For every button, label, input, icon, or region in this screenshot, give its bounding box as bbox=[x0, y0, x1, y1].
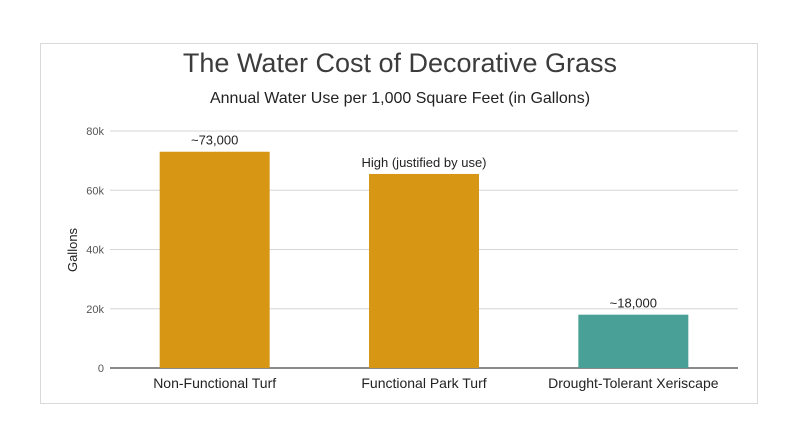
data-label: ~18,000 bbox=[610, 296, 657, 311]
y-axis-ticks: 0 20k 40k 60k 80k bbox=[86, 126, 104, 375]
bar bbox=[369, 173, 479, 368]
data-labels: ~73,000 High (justified by use) ~18,000 bbox=[191, 133, 657, 311]
x-category-label: Non-Functional Turf bbox=[153, 375, 276, 391]
y-tick-label: 40k bbox=[86, 245, 104, 257]
chart-subtitle: Annual Water Use per 1,000 Square Feet (… bbox=[209, 90, 591, 107]
bar bbox=[578, 314, 689, 368]
y-tick-label: 20k bbox=[86, 304, 104, 316]
y-tick-label: 60k bbox=[86, 185, 104, 197]
x-category-label: Drought-Tolerant Xeriscape bbox=[548, 375, 719, 391]
x-category-label: Functional Park Turf bbox=[361, 375, 486, 391]
x-axis-categories: Non-Functional Turf Functional Park Turf D… bbox=[153, 375, 719, 391]
data-label: High (justified by use) bbox=[362, 155, 487, 170]
y-axis-label: Gallons bbox=[65, 227, 80, 272]
data-label: ~73,000 bbox=[191, 133, 238, 148]
y-tick-label: 0 bbox=[98, 363, 104, 375]
y-tick-label: 80k bbox=[86, 126, 104, 138]
chart-title: The Water Cost of Decorative Grass bbox=[182, 48, 618, 78]
bars bbox=[159, 151, 689, 368]
bar bbox=[159, 151, 270, 368]
